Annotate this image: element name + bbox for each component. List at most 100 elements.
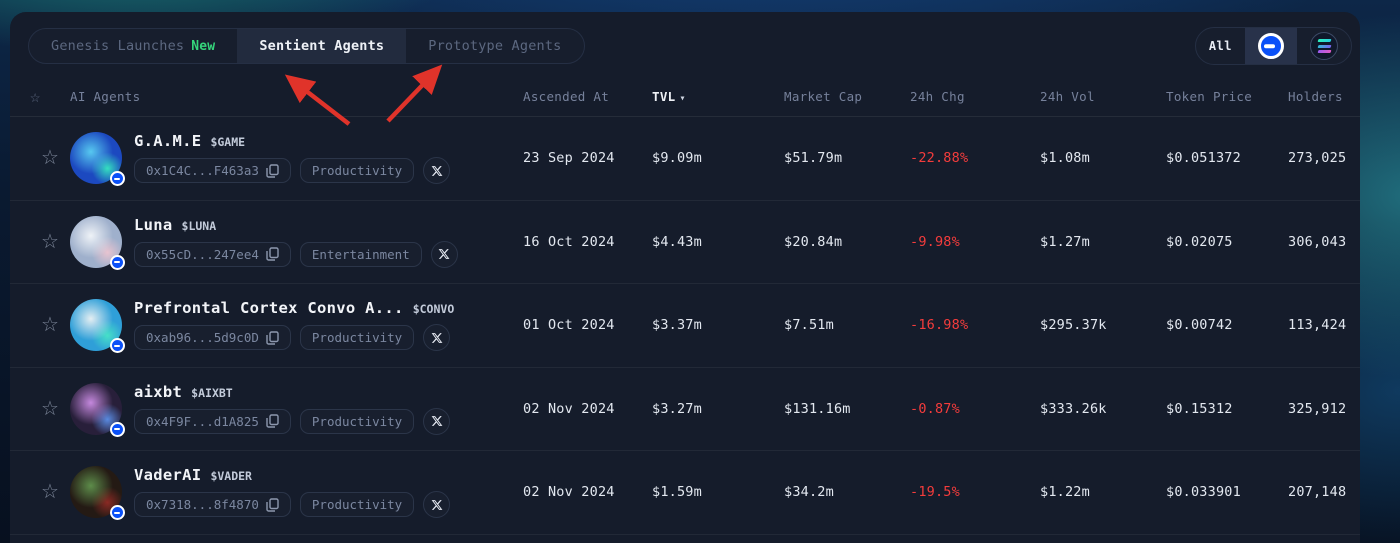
- token-price-value: $0.033901: [1166, 484, 1241, 501]
- tvl-value: $3.27m: [652, 400, 702, 417]
- agent-ticker: $LUNA: [181, 218, 217, 233]
- agent-cell: G.A.M.E $GAME 0x1C4C...F463a3 Productivi…: [70, 132, 523, 187]
- token-price-value: $0.02075: [1166, 233, 1233, 250]
- tab-prototype-agents[interactable]: Prototype Agents: [406, 29, 583, 63]
- 24h-chg-value: -9.98%: [910, 233, 960, 250]
- contract-address-chip[interactable]: 0x55cD...247ee4: [134, 241, 291, 267]
- contract-address-chip[interactable]: 0x1C4C...F463a3: [134, 158, 291, 184]
- twitter-x-icon[interactable]: [423, 491, 451, 519]
- copy-icon: [266, 247, 279, 261]
- chain-filter: All: [1194, 27, 1352, 65]
- base-chain-badge-icon: [110, 338, 125, 354]
- token-price-value: $0.00742: [1166, 317, 1233, 334]
- token-price-value: $0.15312: [1166, 400, 1233, 417]
- ascended-at-value: 02 Nov 2024: [523, 400, 615, 417]
- category-chip[interactable]: Productivity: [299, 325, 415, 351]
- agent-row[interactable]: ☆ G.A.M.E $GAME 0x1C4C...F463a3: [10, 117, 1360, 201]
- chain-filter-base[interactable]: [1245, 28, 1297, 64]
- contract-address-chip[interactable]: 0x4F9F...d1A825: [134, 408, 291, 434]
- solana-chain-icon: [1310, 32, 1338, 60]
- tab-group: Genesis Launches New Sentient Agents Pro…: [28, 28, 585, 64]
- agent-avatar: [70, 466, 125, 521]
- ascended-at-value: 01 Oct 2024: [523, 317, 615, 334]
- col-holders: Holders: [1288, 89, 1343, 104]
- agent-row[interactable]: ☆ VaderAI $VADER 0x7318...8f4870: [10, 451, 1360, 535]
- tab-label: Prototype Agents: [428, 38, 562, 54]
- agent-cell: Prefrontal Cortex Convo A... $CONVO 0xab…: [70, 299, 523, 354]
- agent-ticker: $CONVO: [412, 302, 455, 317]
- table-body: ☆ G.A.M.E $GAME 0x1C4C...F463a3: [10, 117, 1360, 535]
- agent-cell: Luna $LUNA 0x55cD...247ee4 Entertainment: [70, 215, 523, 270]
- base-chain-icon: [1258, 33, 1284, 59]
- agent-ticker: $GAME: [210, 135, 246, 150]
- category-chip[interactable]: Productivity: [299, 492, 415, 518]
- copy-icon: [266, 498, 279, 512]
- chain-filter-all[interactable]: All: [1196, 28, 1245, 64]
- market-cap-value: $34.2m: [784, 484, 834, 501]
- agent-cell: VaderAI $VADER 0x7318...8f4870 Productiv…: [70, 466, 523, 521]
- favorite-star-icon[interactable]: ☆: [30, 148, 70, 168]
- category-chip[interactable]: Productivity: [299, 158, 415, 184]
- favorite-star-icon[interactable]: ☆: [30, 482, 70, 502]
- token-price-value: $0.051372: [1166, 150, 1241, 167]
- agent-name: G.A.M.E: [134, 132, 202, 151]
- agent-row[interactable]: ☆ Luna $LUNA 0x55cD...247ee4: [10, 201, 1360, 284]
- agent-name: Luna: [134, 215, 173, 234]
- agent-name: aixbt: [134, 382, 183, 401]
- favorite-star-icon[interactable]: ☆: [30, 399, 70, 419]
- contract-address-chip[interactable]: 0x7318...8f4870: [134, 492, 291, 518]
- copy-icon: [266, 331, 279, 345]
- new-badge: New: [191, 38, 216, 54]
- agent-avatar: [70, 382, 125, 437]
- agent-avatar: [70, 132, 125, 187]
- agents-panel: Genesis Launches New Sentient Agents Pro…: [10, 12, 1360, 543]
- 24h-chg-value: -22.88%: [910, 150, 969, 167]
- 24h-chg-value: -0.87%: [910, 400, 960, 417]
- tab-sentient-agents[interactable]: Sentient Agents: [237, 29, 407, 63]
- col-tvl-sort[interactable]: TVL ▾: [652, 89, 686, 104]
- top-bar: Genesis Launches New Sentient Agents Pro…: [10, 12, 1360, 69]
- agent-cell: aixbt $AIXBT 0x4F9F...d1A825 Productivit…: [70, 382, 523, 437]
- base-chain-badge-icon: [110, 421, 125, 437]
- favorite-star-icon[interactable]: ☆: [30, 232, 70, 252]
- market-cap-value: $51.79m: [784, 150, 843, 167]
- chain-filter-solana[interactable]: [1297, 28, 1351, 64]
- holders-value: 325,912: [1288, 400, 1347, 417]
- favorite-star-icon[interactable]: ☆: [30, 315, 70, 335]
- twitter-x-icon[interactable]: [423, 324, 451, 352]
- agent-avatar: [70, 299, 125, 354]
- 24h-chg-value: -16.98%: [910, 317, 969, 334]
- tvl-value: $3.37m: [652, 317, 702, 334]
- 24h-vol-value: $333.26k: [1040, 400, 1107, 417]
- contract-address-chip[interactable]: 0xab96...5d9c0D: [134, 325, 291, 351]
- market-cap-value: $7.51m: [784, 317, 834, 334]
- twitter-x-icon[interactable]: [423, 157, 451, 185]
- col-ascended-at: Ascended At: [523, 89, 610, 104]
- chain-filter-all-label: All: [1208, 39, 1232, 53]
- category-chip[interactable]: Productivity: [299, 408, 415, 434]
- holders-value: 113,424: [1288, 317, 1347, 334]
- ascended-at-value: 02 Nov 2024: [523, 484, 615, 501]
- category-chip[interactable]: Entertainment: [299, 241, 422, 267]
- 24h-chg-value: -19.5%: [910, 484, 960, 501]
- agent-ticker: $AIXBT: [191, 385, 233, 400]
- agent-name: Prefrontal Cortex Convo A...: [134, 299, 404, 318]
- ascended-at-value: 23 Sep 2024: [523, 150, 615, 167]
- col-24h-vol: 24h Vol: [1040, 89, 1095, 104]
- holders-value: 207,148: [1288, 484, 1347, 501]
- agent-row[interactable]: ☆ Prefrontal Cortex Convo A... $CONVO 0x…: [10, 284, 1360, 368]
- twitter-x-icon[interactable]: [430, 240, 458, 268]
- copy-icon: [266, 164, 279, 178]
- tab-genesis-launches[interactable]: Genesis Launches New: [29, 29, 237, 63]
- 24h-vol-value: $1.27m: [1040, 233, 1090, 250]
- holders-value: 273,025: [1288, 150, 1347, 167]
- tvl-value: $4.43m: [652, 233, 702, 250]
- agent-ticker: $VADER: [210, 469, 252, 484]
- base-chain-badge-icon: [110, 254, 125, 270]
- ascended-at-value: 16 Oct 2024: [523, 233, 615, 250]
- twitter-x-icon[interactable]: [423, 407, 451, 435]
- holders-value: 306,043: [1288, 233, 1347, 250]
- agent-row[interactable]: ☆ aixbt $AIXBT 0x4F9F...d1A825: [10, 368, 1360, 451]
- tab-label: Genesis Launches: [51, 38, 185, 54]
- col-ai-agents: AI Agents: [70, 89, 141, 104]
